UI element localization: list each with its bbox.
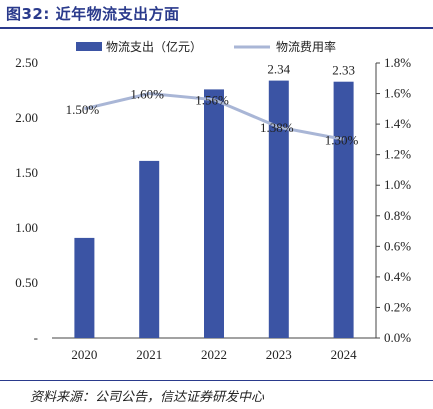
line-data-label: 1.50% (66, 102, 100, 117)
right-axis-tick-label: 0.4% (384, 269, 411, 284)
right-axis-tick-label: 0.8% (384, 208, 411, 223)
left-axis-tick-label: 0.50 (15, 275, 38, 290)
left-axis-tick-label: 2.00 (15, 110, 38, 125)
right-axis-tick-label: 1.4% (384, 116, 411, 131)
legend-bar-swatch (76, 42, 102, 51)
right-axis-tick-label: 1.8% (384, 55, 411, 70)
right-axis-tick-label: 0.6% (384, 238, 411, 253)
left-axis-tick-label: 1.50 (15, 165, 38, 180)
x-axis-tick-label: 2020 (71, 347, 97, 362)
bar (139, 160, 160, 338)
bar (74, 237, 95, 338)
left-axis-tick-label: 2.50 (15, 55, 38, 70)
line-data-label: 1.38% (260, 120, 294, 135)
bar-data-label: 2.33 (332, 63, 355, 78)
line-data-label: 1.30% (325, 132, 359, 147)
left-axis-tick-label: 1.00 (15, 220, 38, 235)
x-axis-tick-label: 2022 (201, 347, 227, 362)
x-axis-tick-label: 2024 (331, 347, 358, 362)
right-axis-tick-label: 1.6% (384, 86, 411, 101)
bar-data-label: 2.34 (267, 62, 290, 77)
line-series (84, 92, 344, 141)
left-axis-tick-label: - (34, 330, 38, 345)
legend-bar-label: 物流支出（亿元） (106, 39, 202, 54)
bar (268, 80, 289, 338)
bar (333, 81, 354, 338)
source-note: 资料来源：公司公告，信达证券研发中心 (30, 390, 265, 405)
source-rule (0, 380, 433, 381)
bar (204, 89, 224, 339)
line-data-label: 1.60% (130, 87, 164, 102)
x-axis-tick-label: 2023 (266, 347, 292, 362)
figure-title: 图32: 近年物流支出方面 (6, 5, 180, 23)
line-data-label: 1.56% (195, 93, 229, 108)
right-axis-tick-label: 0.2% (384, 299, 411, 314)
right-axis-tick-label: 1.2% (384, 147, 411, 162)
title-rule (0, 27, 433, 29)
x-axis-tick-label: 2021 (136, 347, 162, 362)
right-axis-tick-label: 1.0% (384, 177, 411, 192)
right-axis-tick-label: 0.0% (384, 330, 411, 345)
legend-line-label: 物流费用率 (276, 39, 336, 54)
